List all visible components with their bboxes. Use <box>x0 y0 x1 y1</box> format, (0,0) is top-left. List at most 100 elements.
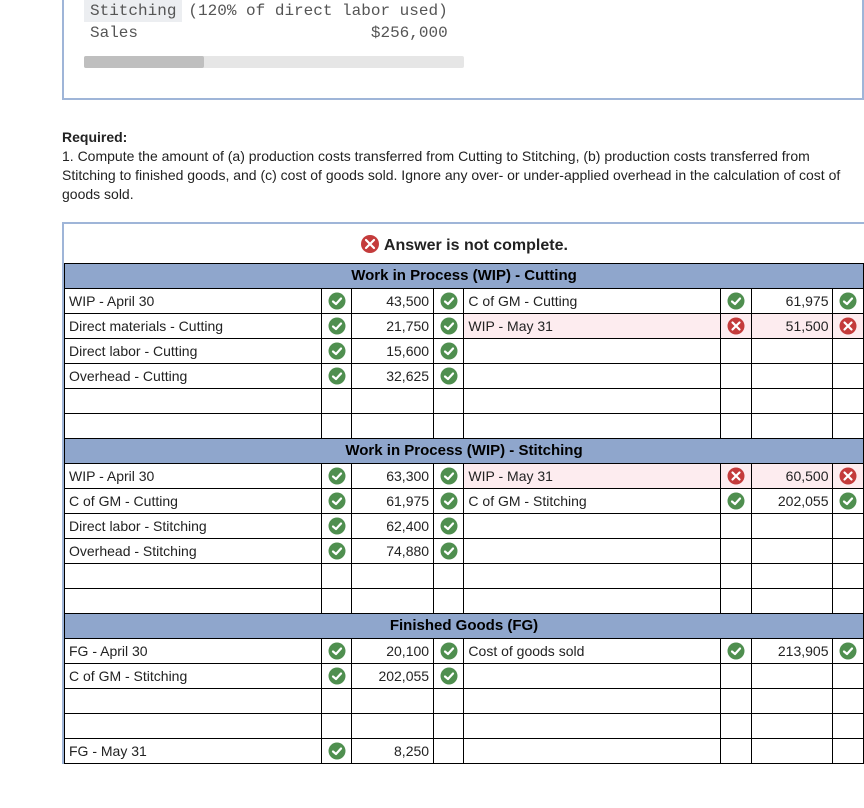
cross-icon <box>839 467 857 485</box>
check-icon <box>440 342 458 360</box>
status-icon <box>721 563 751 588</box>
status-icon <box>833 663 864 688</box>
status-icon <box>721 713 751 738</box>
status-icon <box>434 513 464 538</box>
status-icon <box>833 563 864 588</box>
check-icon <box>440 317 458 335</box>
status-icon <box>434 638 464 663</box>
status-icon <box>721 363 751 388</box>
status-icon <box>833 738 864 763</box>
amount-cell[interactable]: 51,500 <box>751 313 833 338</box>
amount-cell[interactable]: 202,055 <box>751 488 833 513</box>
status-icon <box>434 488 464 513</box>
amount-cell[interactable]: 21,750 <box>352 313 434 338</box>
account-label[interactable]: Direct labor - Stitching <box>65 513 322 538</box>
amount-cell <box>751 713 833 738</box>
check-icon <box>328 342 346 360</box>
status-icon <box>721 738 751 763</box>
account-label[interactable]: FG - April 30 <box>65 638 322 663</box>
account-label <box>464 338 721 363</box>
amount-cell[interactable]: 213,905 <box>751 638 833 663</box>
account-label[interactable]: FG - May 31 <box>65 738 322 763</box>
section-header: Work in Process (WIP) - Cutting <box>65 263 864 288</box>
account-label <box>65 388 322 413</box>
status-icon <box>434 363 464 388</box>
check-icon <box>839 642 857 660</box>
account-label[interactable]: WIP - May 31 <box>464 313 721 338</box>
status-icon <box>321 388 351 413</box>
amount-cell <box>751 363 833 388</box>
check-icon <box>839 292 857 310</box>
account-label[interactable]: WIP - May 31 <box>464 463 721 488</box>
account-label[interactable]: Cost of goods sold <box>464 638 721 663</box>
check-icon <box>727 642 745 660</box>
amount-cell <box>751 738 833 763</box>
status-icon <box>833 313 864 338</box>
required-body: 1. Compute the amount of (a) production … <box>62 148 840 202</box>
amount-cell[interactable]: 61,975 <box>751 288 833 313</box>
amount-cell <box>751 563 833 588</box>
account-label[interactable]: Overhead - Cutting <box>65 363 322 388</box>
top-row-label: Stitching <box>84 0 182 22</box>
amount-cell <box>352 388 434 413</box>
status-icon <box>321 738 351 763</box>
status-icon <box>721 688 751 713</box>
status-icon <box>321 713 351 738</box>
amount-cell[interactable]: 74,880 <box>352 538 434 563</box>
amount-cell[interactable]: 15,600 <box>352 338 434 363</box>
amount-cell[interactable]: 60,500 <box>751 463 833 488</box>
status-icon <box>833 288 864 313</box>
account-label <box>464 388 721 413</box>
status-icon <box>721 638 751 663</box>
horizontal-scrollbar[interactable] <box>84 56 464 68</box>
status-icon <box>833 638 864 663</box>
problem-data-panel: Stitching (120% of direct labor used) Sa… <box>62 0 864 100</box>
check-icon <box>328 317 346 335</box>
status-icon <box>321 638 351 663</box>
check-icon <box>328 492 346 510</box>
check-icon <box>727 492 745 510</box>
account-label[interactable]: Direct labor - Cutting <box>65 338 322 363</box>
status-icon <box>321 463 351 488</box>
amount-cell <box>751 338 833 363</box>
account-label[interactable]: Overhead - Stitching <box>65 538 322 563</box>
cross-icon <box>727 317 745 335</box>
account-label[interactable]: C of GM - Stitching <box>65 663 322 688</box>
status-icon <box>721 388 751 413</box>
amount-cell[interactable]: 202,055 <box>352 663 434 688</box>
amount-cell[interactable]: 20,100 <box>352 638 434 663</box>
status-icon <box>833 688 864 713</box>
status-icon <box>721 313 751 338</box>
required-text: Required: 1. Compute the amount of (a) p… <box>62 128 862 204</box>
status-icon <box>833 388 864 413</box>
check-icon <box>440 292 458 310</box>
amount-cell <box>352 688 434 713</box>
status-icon <box>833 363 864 388</box>
status-icon <box>721 463 751 488</box>
check-icon <box>328 742 346 760</box>
account-label <box>65 688 322 713</box>
amount-cell[interactable]: 61,975 <box>352 488 434 513</box>
account-label[interactable]: C of GM - Stitching <box>464 488 721 513</box>
check-icon <box>328 542 346 560</box>
answer-panel: Answer is not complete. Work in Process … <box>62 222 864 764</box>
account-label[interactable]: C of GM - Cutting <box>464 288 721 313</box>
amount-cell[interactable]: 32,625 <box>352 363 434 388</box>
answer-status-banner: Answer is not complete. <box>64 224 864 263</box>
amount-cell[interactable]: 43,500 <box>352 288 434 313</box>
account-label[interactable]: C of GM - Cutting <box>65 488 322 513</box>
check-icon <box>440 467 458 485</box>
scrollbar-thumb[interactable] <box>84 56 204 68</box>
cross-icon <box>727 467 745 485</box>
account-label <box>464 738 721 763</box>
status-icon <box>721 488 751 513</box>
account-label[interactable]: WIP - April 30 <box>65 288 322 313</box>
amount-cell[interactable]: 62,400 <box>352 513 434 538</box>
status-icon <box>721 663 751 688</box>
account-label[interactable]: Direct materials - Cutting <box>65 313 322 338</box>
amount-cell[interactable]: 63,300 <box>352 463 434 488</box>
status-icon <box>434 463 464 488</box>
amount-cell[interactable]: 8,250 <box>352 738 434 763</box>
status-icon <box>721 538 751 563</box>
account-label[interactable]: WIP - April 30 <box>65 463 322 488</box>
